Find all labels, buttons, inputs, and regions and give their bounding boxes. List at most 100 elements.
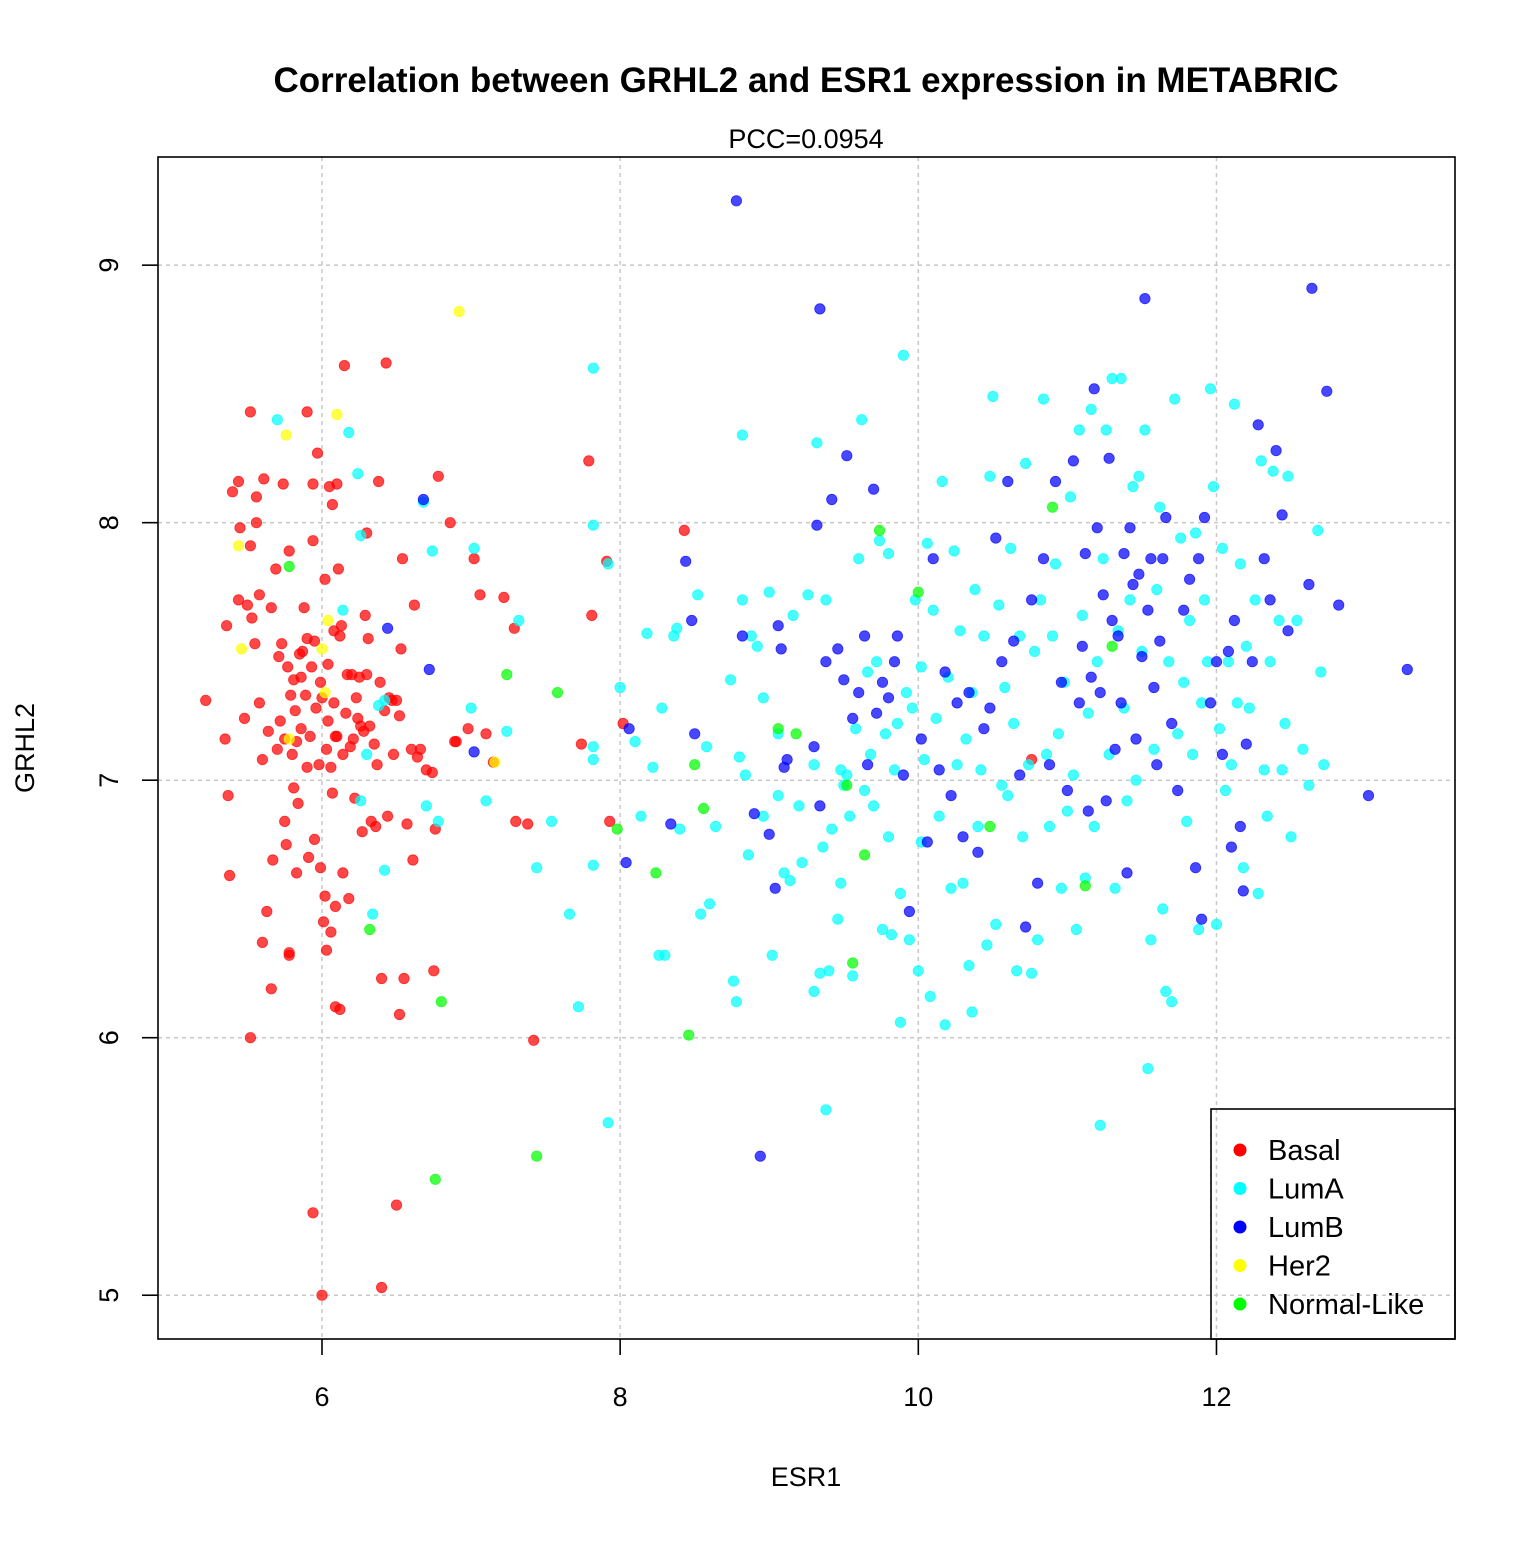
- point-basal: [468, 553, 480, 565]
- point-basal: [474, 589, 486, 601]
- point-lumb: [1112, 630, 1124, 642]
- legend-marker-luma: [1233, 1182, 1247, 1195]
- point-lumb: [1076, 640, 1088, 652]
- point-lumb: [1014, 769, 1026, 781]
- point-luma: [1291, 614, 1303, 627]
- point-luma: [826, 823, 838, 835]
- point-luma: [802, 589, 814, 601]
- point-lumb: [1178, 604, 1190, 616]
- point-lumb: [769, 882, 781, 894]
- point-lumb: [1127, 578, 1139, 591]
- point-basal: [414, 743, 426, 755]
- point-luma: [1067, 769, 1080, 781]
- point-basal: [305, 661, 318, 673]
- point-luma: [897, 349, 910, 361]
- point-basal: [265, 983, 277, 995]
- point-luma: [629, 735, 641, 748]
- point-luma: [894, 1016, 907, 1028]
- point-luma: [954, 625, 966, 637]
- point-luma: [700, 741, 713, 753]
- point-luma: [894, 887, 907, 900]
- point-basal: [258, 473, 270, 485]
- point-luma: [1055, 882, 1068, 894]
- point-luma: [912, 965, 924, 977]
- point-basal: [361, 668, 373, 681]
- point-basal: [301, 761, 313, 773]
- point-luma: [587, 519, 599, 531]
- point-luma: [996, 779, 1008, 791]
- point-lumb: [686, 614, 698, 627]
- point-lumb: [1097, 589, 1109, 601]
- point-luma: [1181, 815, 1193, 828]
- point-lumb: [858, 630, 871, 642]
- point-basal: [337, 748, 349, 761]
- point-lumb: [990, 532, 1002, 544]
- point-luma: [1243, 702, 1255, 714]
- point-basal: [273, 650, 285, 663]
- point-luma: [766, 949, 778, 961]
- point-lumb: [665, 818, 677, 830]
- point-basal: [528, 1034, 540, 1046]
- point-luma: [939, 1019, 951, 1031]
- point-normal-like: [501, 668, 513, 681]
- legend: Basal LumA LumB Her2 Normal-Like: [1210, 1108, 1456, 1340]
- point-luma: [906, 702, 918, 714]
- point-lumb: [1142, 604, 1154, 616]
- point-basal: [338, 359, 350, 372]
- point-luma: [990, 918, 1002, 931]
- point-luma: [1216, 542, 1229, 555]
- point-luma: [957, 877, 969, 889]
- point-basal: [238, 712, 251, 725]
- point-luma: [647, 761, 659, 773]
- point-luma: [1231, 697, 1243, 709]
- legend-marker-basal: [1233, 1143, 1247, 1157]
- point-luma: [817, 841, 829, 853]
- point-luma: [1154, 501, 1166, 513]
- point-luma: [361, 748, 373, 761]
- point-basal: [311, 447, 324, 459]
- point-lumb: [1124, 522, 1136, 534]
- point-basal: [480, 728, 492, 740]
- point-lumb: [620, 856, 632, 869]
- point-lumb: [1157, 553, 1169, 565]
- point-lumb: [1002, 475, 1014, 488]
- point-normal-like: [283, 560, 295, 573]
- point-luma: [1017, 831, 1029, 843]
- point-luma: [1142, 1063, 1154, 1075]
- point-basal: [289, 705, 301, 717]
- point-luma: [844, 810, 856, 822]
- x-tick-label: 8: [613, 1382, 628, 1412]
- point-luma: [614, 681, 626, 694]
- point-her2: [316, 643, 328, 655]
- point-lumb: [876, 676, 889, 688]
- point-lumb: [1118, 547, 1130, 560]
- point-luma: [1169, 393, 1181, 405]
- point-lumb: [945, 789, 957, 802]
- point-lumb: [811, 519, 823, 531]
- point-luma: [924, 990, 936, 1003]
- point-lumb: [963, 686, 975, 699]
- point-basal: [322, 658, 334, 670]
- point-luma: [873, 535, 886, 547]
- point-lumb: [891, 630, 904, 642]
- point-luma: [563, 908, 576, 920]
- point-basal: [232, 475, 245, 488]
- point-lumb: [1067, 455, 1080, 467]
- point-luma: [635, 810, 647, 822]
- point-lumb: [1019, 921, 1032, 933]
- point-basal: [583, 455, 595, 467]
- point-lumb: [1136, 650, 1148, 663]
- point-lumb: [1204, 697, 1217, 709]
- point-luma: [355, 529, 367, 542]
- point-luma: [1252, 887, 1264, 900]
- point-basal: [256, 753, 268, 766]
- point-lumb: [1082, 805, 1094, 817]
- point-basal: [288, 782, 300, 794]
- point-lumb: [882, 692, 895, 704]
- point-lumb: [1109, 743, 1121, 755]
- point-basal: [432, 470, 444, 482]
- point-luma: [1264, 656, 1276, 668]
- point-luma: [1100, 424, 1112, 436]
- point-basal: [279, 815, 291, 828]
